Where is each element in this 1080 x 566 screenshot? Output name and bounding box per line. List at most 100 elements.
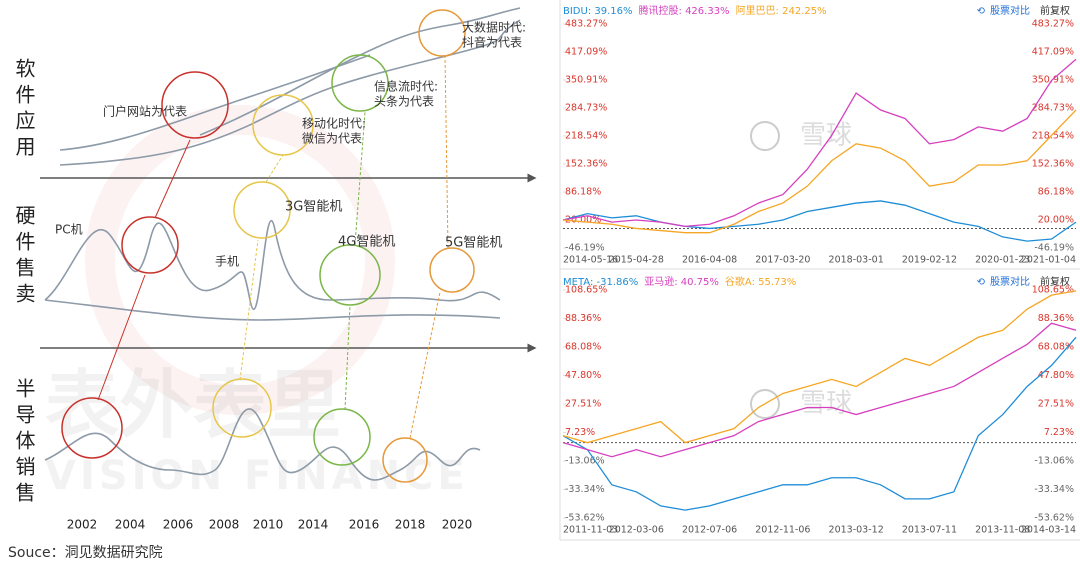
year-label: 2002 [67, 518, 98, 532]
y-tick-label: 47.80% [565, 370, 601, 381]
annotation: 微信为代表 [302, 132, 362, 146]
series-line [562, 336, 1077, 511]
watermark-logo [750, 389, 780, 419]
x-tick-label: 2012-07-06 [682, 525, 737, 536]
year-label: 2008 [209, 518, 240, 532]
toolbar-icon: ⟲ [977, 6, 986, 17]
y2-tick-label: 27.51% [1038, 399, 1074, 410]
y2-tick-label: 152.36% [1032, 158, 1074, 169]
y2-tick-label: 88.36% [1038, 313, 1074, 324]
y-tick-label: -46.19% [565, 243, 605, 254]
toolbar-button[interactable]: 前复权 [1040, 275, 1070, 288]
y2-tick-label: 68.08% [1038, 342, 1074, 353]
row-label: 半导体销售 [12, 378, 36, 508]
y2-tick-label: -33.34% [1034, 484, 1074, 495]
legend-label: 亚马逊: 40.75% [644, 276, 719, 288]
y-tick-label: 284.73% [565, 102, 607, 113]
y-tick-label: 86.18% [565, 186, 601, 197]
year-label: 2006 [163, 518, 194, 532]
y2-tick-label: 218.54% [1032, 131, 1074, 142]
annotation: 头条为代表 [374, 95, 434, 109]
legend-label: 谷歌A: 55.73% [725, 275, 796, 288]
series-line [562, 58, 1077, 227]
series-line [562, 322, 1077, 458]
row-label: 软件应用 [12, 58, 36, 162]
y2-tick-label: 86.18% [1038, 186, 1074, 197]
series-line [562, 200, 1077, 242]
series-line [562, 290, 1077, 444]
y-tick-label: 88.36% [565, 313, 601, 324]
legend-label: META: -31.86% [563, 277, 638, 288]
y2-tick-label: 7.23% [1044, 427, 1074, 438]
legend-label: 腾讯控股: 426.33% [639, 4, 730, 17]
year-label: 2010 [253, 518, 284, 532]
watermark: VISION FINANCE [45, 453, 469, 499]
y2-tick-label: 20.00% [1038, 214, 1074, 225]
y-tick-label: 483.27% [565, 19, 607, 30]
watermark: 雪球 [800, 389, 852, 419]
annotation: 移动化时代: [302, 117, 366, 131]
x-tick-label: 2021-01-04 [1021, 255, 1076, 266]
y-tick-label: 108.65% [565, 285, 607, 296]
x-tick-label: 2013-07-11 [902, 525, 957, 536]
y-tick-label: 152.36% [565, 158, 607, 169]
y2-tick-label: 483.27% [1032, 19, 1074, 30]
toolbar-button[interactable]: 前复权 [1040, 4, 1070, 17]
series-line [562, 109, 1077, 234]
annotation: 门户网站为代表 [103, 104, 187, 119]
watermark: 雪球 [800, 121, 852, 151]
annotation: 大数据时代: [462, 20, 526, 35]
y-tick-label: -53.62% [565, 513, 605, 524]
annotation: 4G智能机 [338, 235, 395, 250]
y2-tick-label: -53.62% [1034, 513, 1074, 524]
year-label: 2020 [442, 518, 473, 532]
year-label: 2016 [349, 518, 380, 532]
x-tick-label: 2011-11-03 [563, 525, 618, 536]
x-tick-label: 2013-11-08 [975, 525, 1030, 536]
annotation: 5G智能机 [445, 236, 502, 251]
annotation: 抖音为代表 [462, 35, 522, 50]
legend-label: 阿里巴巴: 242.25% [736, 5, 827, 17]
annotation: 手机 [215, 255, 239, 269]
y2-tick-label: -13.06% [1034, 456, 1074, 467]
annotation: 3G智能机 [285, 200, 342, 215]
y2-tick-label: 47.80% [1038, 370, 1074, 381]
x-tick-label: 2017-03-20 [755, 255, 810, 266]
x-tick-label: 2018-03-01 [829, 255, 884, 266]
toolbar-button[interactable]: 股票对比 [990, 275, 1030, 288]
toolbar-button[interactable]: 股票对比 [990, 4, 1030, 17]
x-tick-label: 2014-03-14 [1021, 525, 1076, 536]
annotation: 信息流时代: [374, 79, 438, 94]
x-tick-label: 2019-02-12 [902, 255, 957, 266]
row-label: 硬件售卖 [12, 205, 36, 309]
y-tick-label: 68.08% [565, 342, 601, 353]
x-tick-label: 2020-01-23 [975, 255, 1030, 266]
y-tick-label: 20.00% [565, 214, 601, 225]
x-tick-label: 2016-04-08 [682, 255, 737, 266]
annotation: PC机 [55, 223, 83, 237]
y2-tick-label: 417.09% [1032, 46, 1074, 57]
era-arrows [97, 55, 449, 439]
y2-tick-label: 108.65% [1032, 285, 1074, 296]
era-circles [61, 9, 475, 483]
x-tick-label: 2015-04-28 [609, 255, 664, 266]
toolbar-icon: ⟲ [977, 277, 986, 288]
watermark: 表外表里 [45, 363, 341, 449]
y-tick-label: -13.06% [565, 456, 605, 467]
y-tick-label: 417.09% [565, 46, 607, 57]
legend-label: BIDU: 39.16% [563, 6, 633, 17]
y-tick-label: 27.51% [565, 399, 601, 410]
year-label: 2018 [395, 518, 426, 532]
y-tick-label: 350.91% [565, 74, 607, 85]
watermark-ring [85, 105, 395, 415]
y-tick-label: -33.34% [565, 484, 605, 495]
y-tick-label: 7.23% [565, 427, 595, 438]
source: Souce：洞见数据研究院 [8, 545, 163, 561]
y2-tick-label: -46.19% [1034, 243, 1074, 254]
year-label: 2014 [298, 518, 329, 532]
watermark-logo [750, 121, 780, 151]
x-tick-label: 2014-05-16 [563, 255, 618, 266]
year-label: 2004 [115, 518, 146, 532]
